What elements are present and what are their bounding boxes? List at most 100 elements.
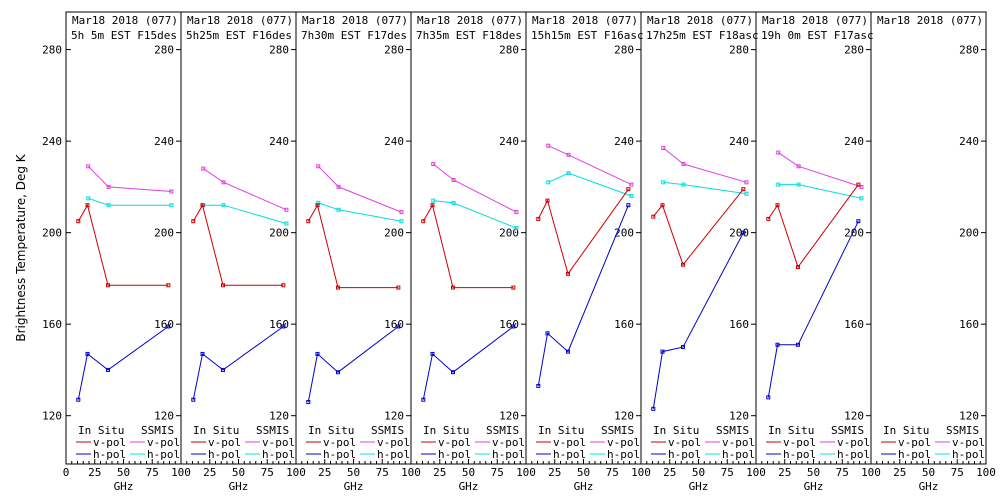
y-tick-label: 200 <box>844 227 864 240</box>
panel-date: Mar18 2018 (077) <box>877 14 983 27</box>
x-axis-label: GHz <box>459 480 479 493</box>
panel-subtitle: 17h25m EST F18asc <box>646 29 759 42</box>
in-situ_v-point <box>220 283 225 288</box>
ssmis-h-point <box>221 203 226 208</box>
x-tick-label: 50 <box>232 466 245 479</box>
y-tick-label: 200 <box>154 227 174 240</box>
in-situ_h-point <box>741 230 746 235</box>
y-tick-label: 120 <box>499 410 519 423</box>
panel-8: Mar18 2018 (077) 120 160 200 240 280 25 50 75 100… <box>870 11 996 493</box>
x-tick-label: 75 <box>951 466 964 479</box>
panel-subtitle: 7h35m EST F18des <box>416 29 522 42</box>
ssmis-h-point <box>336 207 341 212</box>
panel-date: Mar18 2018 (077) <box>187 14 293 27</box>
legend-ssmis-h-label: h-pol <box>492 448 525 461</box>
in-situ_h-point <box>191 397 196 402</box>
panel-2: Mar18 2018 (077)5h25m EST F16des12016020… <box>180 11 306 493</box>
in-situ_v-point <box>315 203 320 208</box>
x-axis-label: GHz <box>229 480 249 493</box>
y-tick-label: 280 <box>384 44 404 57</box>
legend-in-situ-header: In Situ <box>653 424 699 437</box>
panel-subtitle: 19h 0m EST F17asc <box>761 29 874 42</box>
x-tick-label: 50 <box>577 466 590 479</box>
in-situ_h-point <box>166 324 171 329</box>
x-tick-label: 100 <box>746 466 766 479</box>
in-situ_v-point <box>396 285 401 290</box>
in-situ_h-point <box>680 345 685 350</box>
ssmis-v-point <box>106 184 111 189</box>
in-situ_v-line <box>652 188 744 266</box>
ssmis-h-line <box>663 181 747 195</box>
ssmis-h-line <box>433 200 517 229</box>
in-situ_h-point <box>856 219 861 224</box>
ssmis-v-point <box>776 150 781 155</box>
legend-ssmis-header: SSMIS <box>946 424 979 437</box>
in-situ_h-point <box>281 324 286 329</box>
legend-ssmis-h-label: h-pol <box>147 448 180 461</box>
ssmis-v-point <box>201 166 206 171</box>
ssmis-v-point <box>316 164 321 169</box>
y-tick-label: 240 <box>269 135 289 148</box>
in-situ_v-line <box>77 203 169 286</box>
ssmis-v-point <box>744 180 749 185</box>
ssmis-h-point <box>776 182 781 187</box>
y-tick-label: 200 <box>499 227 519 240</box>
y-tick-label: 120 <box>614 410 634 423</box>
legend-ssmis-h-label: h-pol <box>262 448 295 461</box>
ssmis-h-line <box>548 172 632 197</box>
ssmis-h-point <box>661 180 666 185</box>
x-tick-label: 25 <box>778 466 791 479</box>
in-situ_h-point <box>775 342 780 347</box>
in-situ_h-point <box>76 397 81 402</box>
ssmis-h-line <box>88 197 172 206</box>
y-tick-label: 160 <box>959 318 979 331</box>
in-situ_h-line <box>192 326 284 400</box>
in-situ_v-point <box>775 203 780 208</box>
ssmis-h-point <box>451 200 456 205</box>
y-tick-label: 280 <box>729 44 749 57</box>
in-situ_h-line <box>422 326 514 400</box>
legend-ssmis-header: SSMIS <box>371 424 404 437</box>
y-tick-label-left: 120 <box>42 410 62 423</box>
ssmis-v-point <box>399 210 404 215</box>
y-tick-label: 240 <box>614 135 634 148</box>
legend-in-situ-v-label: v-pol <box>553 436 586 449</box>
ssmis-h-point <box>566 171 571 176</box>
ssmis-v-line <box>87 165 172 192</box>
y-tick-label: 240 <box>154 135 174 148</box>
ssmis-h-point <box>431 198 436 203</box>
ssmis-v-point <box>859 184 864 189</box>
in-situ_v-point <box>565 271 570 276</box>
legend-ssmis-h-label: h-pol <box>952 448 985 461</box>
x-tick-label: 25 <box>433 466 446 479</box>
legend-in-situ-header: In Situ <box>883 424 929 437</box>
legend-ssmis-header: SSMIS <box>601 424 634 437</box>
in-situ_h-line <box>767 220 859 398</box>
x-tick-label: 25 <box>663 466 676 479</box>
legend-in-situ-header: In Situ <box>193 424 239 437</box>
in-situ_v-point <box>660 203 665 208</box>
in-situ_v-line <box>192 203 284 286</box>
in-situ_h-point <box>200 351 205 356</box>
in-situ_h-point <box>660 349 665 354</box>
in-situ_v-point <box>450 285 455 290</box>
legend-in-situ-h-label: h-pol <box>553 448 586 461</box>
y-tick-label: 280 <box>614 44 634 57</box>
panel-subtitle: 5h 5m EST F15des <box>71 29 177 42</box>
legend-ssmis-v-label: v-pol <box>262 436 295 449</box>
legend-ssmis-v-label: v-pol <box>607 436 640 449</box>
ssmis-h-point <box>629 194 634 199</box>
x-tick-label: 100 <box>631 466 651 479</box>
x-tick-label: 100 <box>401 466 421 479</box>
ssmis-h-line <box>203 204 287 224</box>
in-situ_h-point <box>396 324 401 329</box>
in-situ_v-point <box>281 283 286 288</box>
y-tick-label: 120 <box>154 410 174 423</box>
in-situ_h-point <box>220 367 225 372</box>
ssmis-v-point <box>566 152 571 157</box>
ssmis-v-point <box>336 184 341 189</box>
legend-ssmis-v-label: v-pol <box>952 436 985 449</box>
in-situ_v-point <box>536 216 541 221</box>
x-tick-label: 75 <box>261 466 274 479</box>
legend-in-situ-h-label: h-pol <box>93 448 126 461</box>
